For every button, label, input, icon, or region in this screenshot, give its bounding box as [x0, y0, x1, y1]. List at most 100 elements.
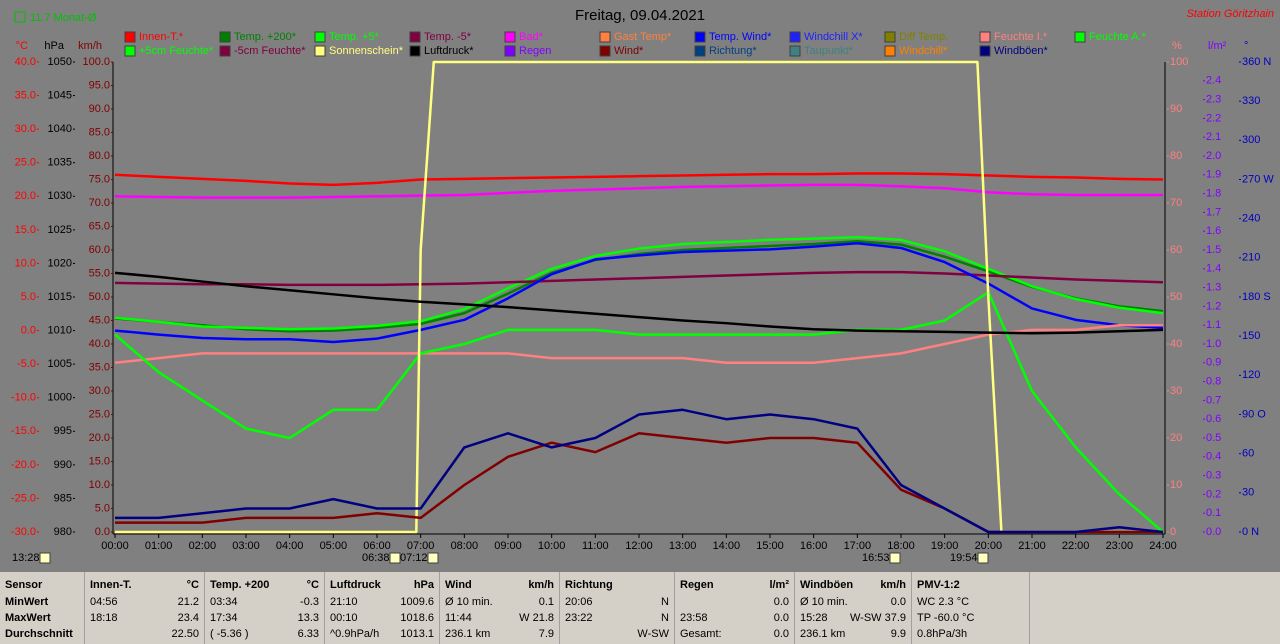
y-tick-label: 2.3	[1206, 94, 1221, 106]
table-column: Temp. +200 °C 03:34 -0.3 17:34 13.3 ( -5.36 ) 6…	[205, 572, 325, 644]
x-tick-label: 02:00	[189, 540, 217, 552]
legend-swatch	[504, 31, 516, 43]
cell-text: 17:34	[210, 612, 238, 624]
y-tick-label: 180 S	[1242, 291, 1271, 303]
x-tick-label: 10:00	[538, 540, 566, 552]
column-name: Temp. +200	[210, 579, 270, 591]
table-cell: 23:22 N	[565, 610, 669, 626]
y-tick-label: 1025	[48, 224, 72, 236]
legend-label: Diff Temp.	[899, 31, 948, 43]
table-column: Sensor MinWert MaxWert Durchschnitt	[0, 572, 85, 644]
y-tick-label: 30	[1242, 487, 1254, 499]
x-tick-label: 07:00	[407, 540, 435, 552]
legend-swatch	[694, 45, 706, 57]
legend-swatch	[314, 31, 326, 43]
table-cell: 03:34 -0.3	[210, 594, 319, 610]
sun-time: 13:28	[12, 552, 40, 564]
y-tick-label: 20	[1170, 432, 1182, 444]
table-cell: 22.50	[90, 626, 199, 642]
y-tick-label: 35.0	[89, 361, 110, 373]
series-line	[114, 183, 1163, 199]
y-tick-label: 0.0	[1206, 526, 1221, 538]
x-tick-label: 00:00	[101, 540, 129, 552]
table-column: Innen-T. °C 04:56 21.2 18:18 23.4 22.50	[85, 572, 205, 644]
y-tick-label: 75.0	[89, 173, 110, 185]
legend-label: Windchill*	[899, 45, 948, 57]
y-tick-label: 240	[1242, 213, 1260, 225]
sun-time: 19:54	[950, 552, 978, 564]
y-tick-label: 1.9	[1206, 169, 1221, 181]
axis-unit: l/m²	[1208, 40, 1227, 52]
y-tick-label: 15.0	[89, 455, 110, 467]
cell-text: 23:58	[680, 612, 708, 624]
legend-label: Taupunkt*	[804, 45, 854, 57]
legend-label: Temp. +200*	[234, 31, 297, 43]
y-tick-label: -5.0	[17, 358, 36, 370]
y-tick-label: 120	[1242, 369, 1260, 381]
y-tick-label: 25.0	[15, 157, 36, 169]
legend-label: Temp. Wind*	[709, 31, 772, 43]
legend-label: Feuchte A.*	[1089, 31, 1147, 43]
column-unit: km/h	[880, 579, 906, 591]
x-tick-label: 22:00	[1062, 540, 1090, 552]
axis-unit: °C	[16, 40, 28, 52]
row-label: MinWert	[5, 596, 49, 608]
y-tick-label: 85.0	[89, 126, 110, 138]
cell-text: 23.4	[177, 612, 199, 624]
cell-text: 21.2	[177, 596, 199, 608]
y-tick-label: 80	[1170, 150, 1182, 162]
y-tick-label: -20.0	[11, 459, 36, 471]
table-cell: W-SW	[565, 626, 669, 642]
legend-swatch	[409, 45, 421, 57]
y-tick-label: 5.0	[95, 502, 110, 514]
cell-text: W-SW	[637, 628, 669, 640]
column-unit: °C	[186, 579, 199, 591]
legend-label: +5cm Feuchte*	[139, 45, 214, 57]
cell-text: 18:18	[90, 612, 118, 624]
x-tick-label: 09:00	[494, 540, 522, 552]
chart: 11.7 Monat-Ø Freitag, 09.04.2021 Station…	[11, 7, 1274, 564]
y-tick-label: 0.4	[1206, 451, 1221, 463]
x-tick-label: 23:00	[1106, 540, 1134, 552]
x-tick-label: 16:00	[800, 540, 828, 552]
plot-area	[115, 62, 1163, 532]
y-tick-label: 1015	[48, 291, 72, 303]
x-tick-label: 14:00	[713, 540, 741, 552]
cell-text: 21:10	[330, 596, 358, 608]
y-tick-label: -30.0	[11, 526, 36, 538]
y-tick-label: 70.0	[89, 197, 110, 209]
y-tick-label: 1.3	[1206, 282, 1221, 294]
y-tick-label: 10.0	[89, 479, 110, 491]
column-name: Wind	[445, 579, 472, 591]
legend-swatch	[599, 45, 611, 57]
table-cell: 236.1 km 9.9	[800, 626, 906, 642]
legend-swatch	[1074, 31, 1086, 43]
y-tick-label: 0.0	[21, 324, 36, 336]
cell-text: 0.0	[890, 596, 906, 608]
y-tick-label: 0	[1170, 526, 1176, 538]
y-tick-label: 0.0	[95, 526, 110, 538]
y-tick-label: 985	[54, 492, 72, 504]
chart-title: Freitag, 09.04.2021	[575, 7, 705, 24]
table-cell: Ø 10 min. 0.0	[800, 594, 906, 610]
cell-text: 15:28	[800, 612, 828, 624]
table-header: PMV-1:2	[917, 572, 1024, 594]
table-row: MinWert	[5, 594, 79, 610]
y-tick-label: 60.0	[89, 244, 110, 256]
y-tick-label: 50.0	[89, 291, 110, 303]
x-tick-label: 06:00	[363, 540, 391, 552]
y-tick-label: 30.0	[89, 385, 110, 397]
column-name: Regen	[680, 579, 714, 591]
y-tick-label: 0.1	[1206, 507, 1221, 519]
y-tick-label: 90	[1170, 103, 1182, 115]
y-tick-label: 95.0	[89, 79, 110, 91]
legend-label: Gast Temp*	[614, 31, 672, 43]
station-name: Station Göritzhain	[1187, 8, 1274, 20]
legend-swatch	[979, 31, 991, 43]
y-tick-label: 60	[1170, 244, 1182, 256]
table-column: PMV-1:2 WC 2.3 °C TP -60.0 °C 0.8hPa/3h	[912, 572, 1030, 644]
cell-text: 0.0	[773, 612, 789, 624]
series-line	[114, 235, 1164, 331]
y-tick-label: 270 W	[1242, 173, 1274, 185]
